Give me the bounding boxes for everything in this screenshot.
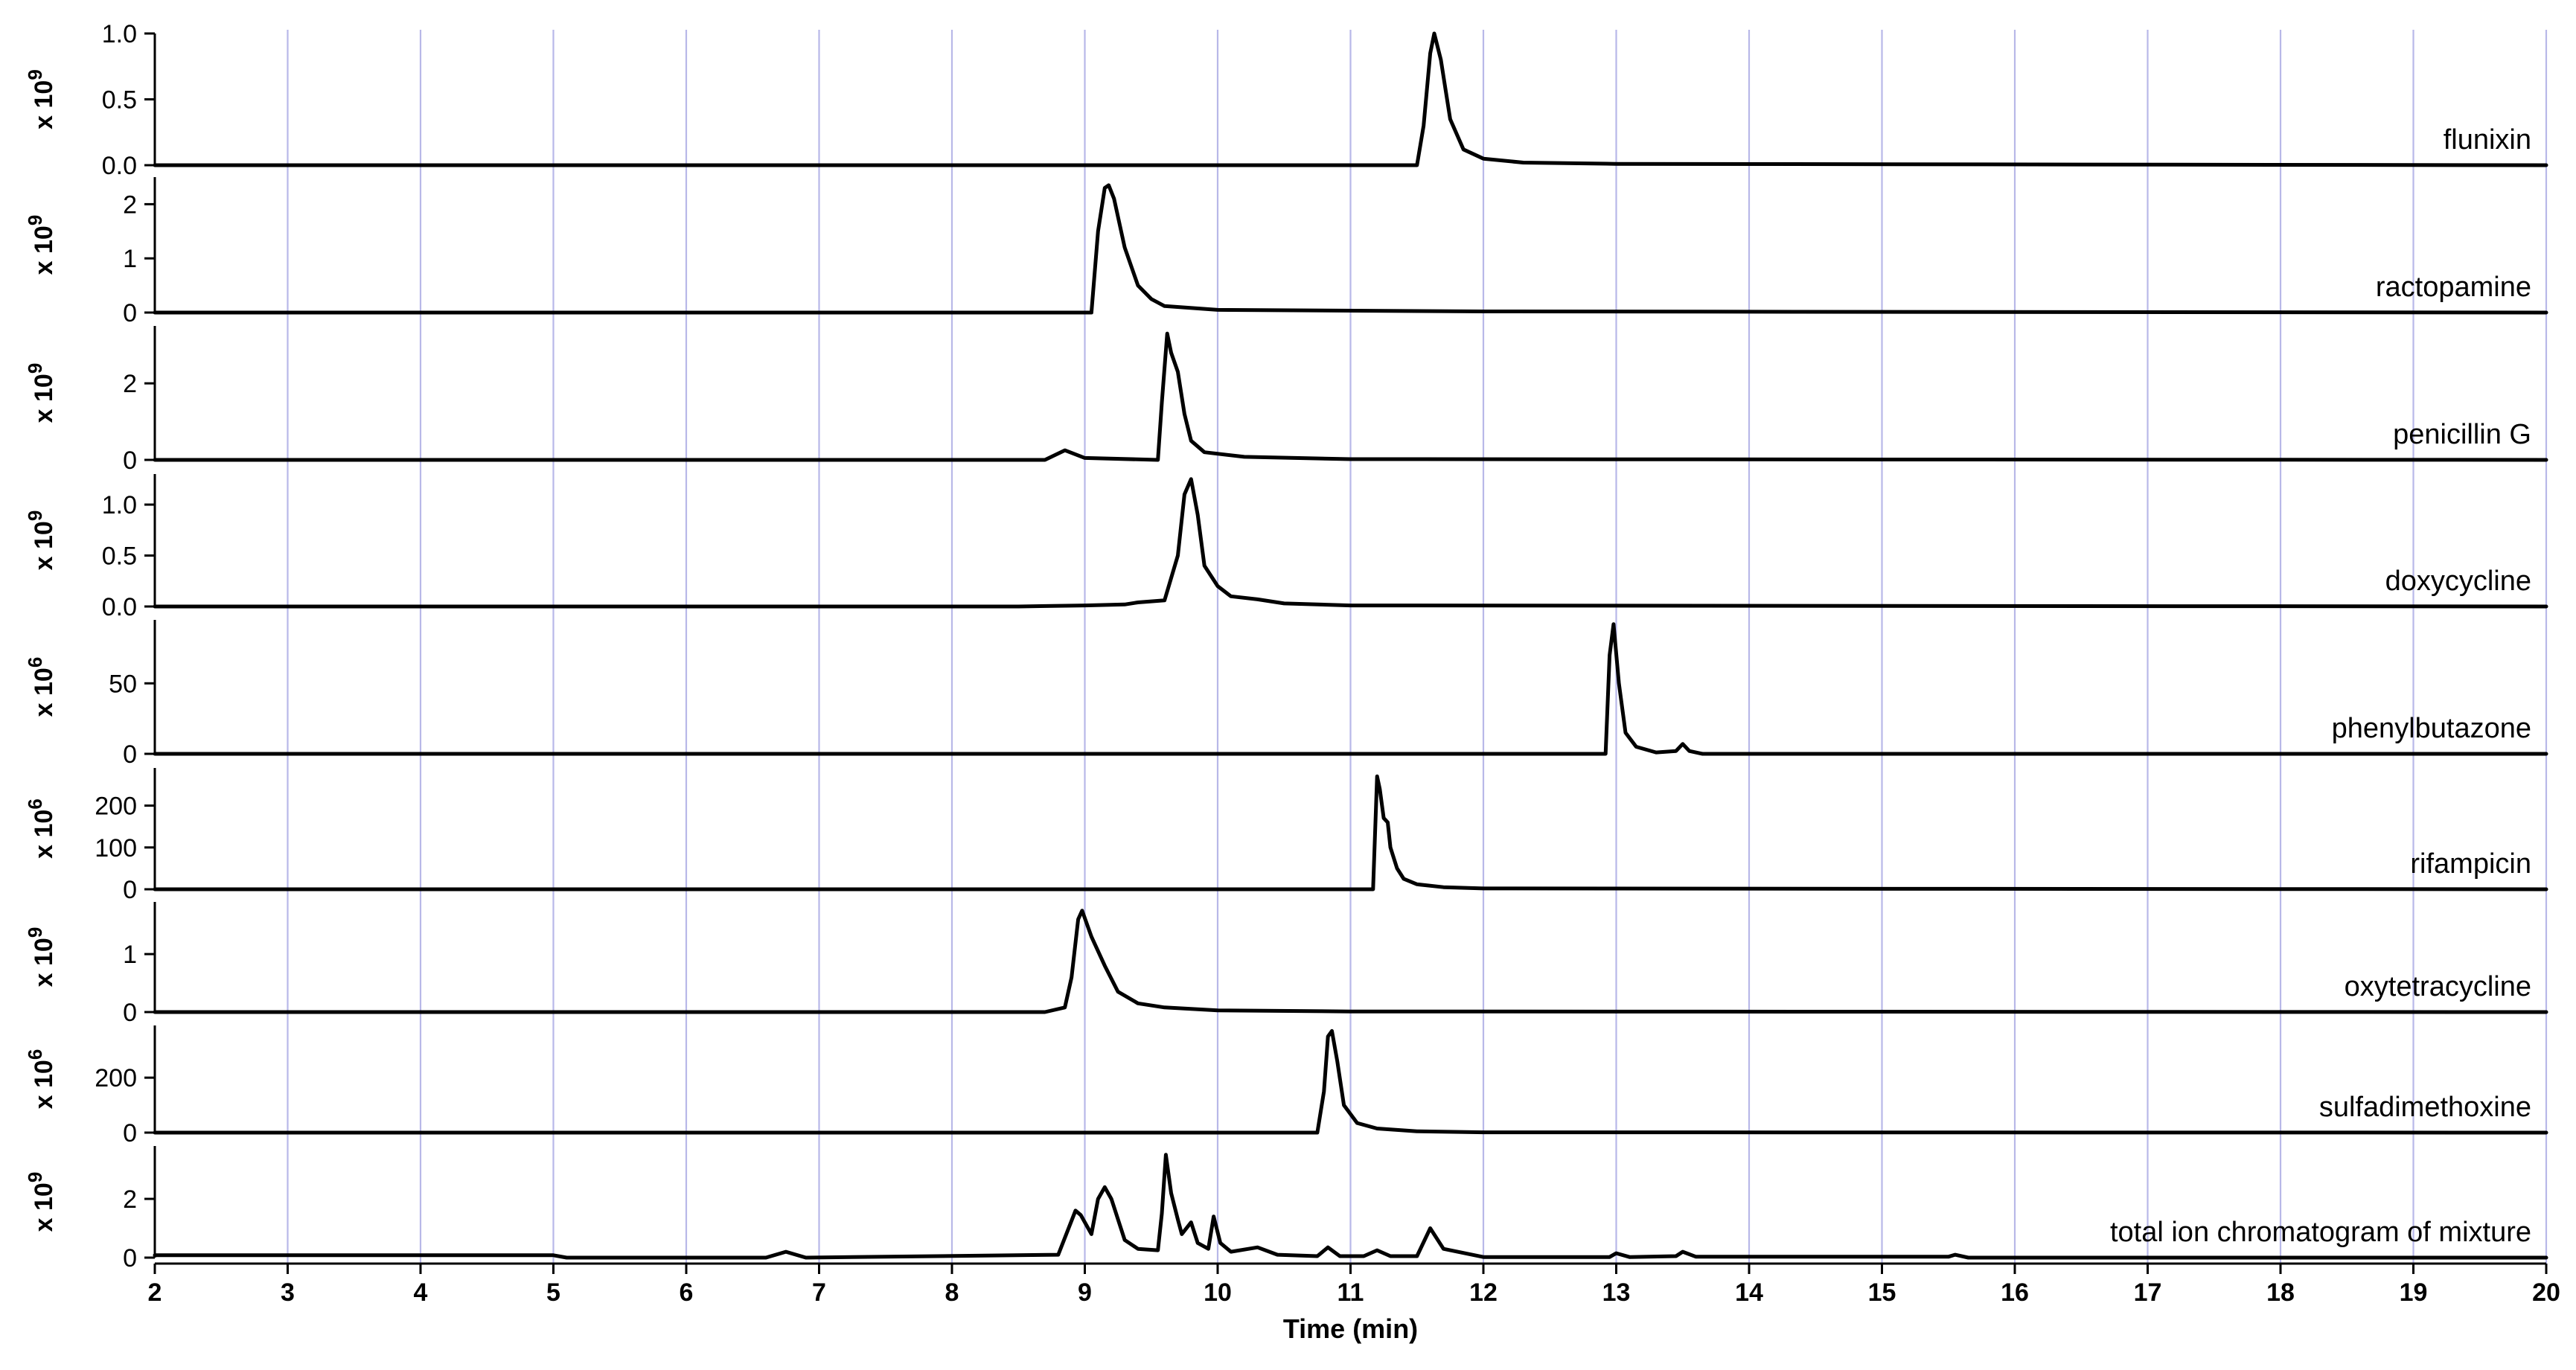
x-tick-label: 14: [1735, 1278, 1763, 1307]
y-tick-label: 1: [123, 245, 137, 273]
y-scale-exponent: 9: [24, 69, 46, 80]
y-tick-label: 50: [109, 670, 137, 698]
panel-penicillin-g: 2 0 x 109 penicillin G: [24, 326, 2548, 475]
y-tick-label: 0.0: [102, 593, 137, 621]
y-tick-label: 0: [123, 999, 137, 1027]
x-tick-label: 8: [945, 1278, 959, 1307]
panel-rifampicin: 200 100 0 x 106 rifampicin: [24, 768, 2548, 904]
y-tick-label: 1.0: [102, 491, 137, 519]
x-tick-label: 15: [1868, 1278, 1896, 1307]
y-scale-label: x 109: [24, 510, 58, 571]
y-scale-exponent: 9: [24, 510, 46, 521]
series-line: [153, 1028, 2548, 1135]
y-tick-label: 0: [123, 1119, 137, 1147]
y-scale-exponent: 6: [24, 657, 46, 668]
trace-label: phenylbutazone: [2332, 713, 2531, 744]
panel-phenylbutazone: 50 0 x 106 phenylbutazone: [24, 620, 2548, 769]
y-scale-label: x 109: [24, 69, 58, 129]
x-tick-label: 2: [148, 1278, 162, 1307]
y-scale-exponent: 9: [24, 363, 46, 374]
series-line: [153, 622, 2548, 756]
trace-label: doxycycline: [2385, 566, 2531, 597]
x-tick-label: 7: [812, 1278, 826, 1307]
y-scale-label: x 109: [24, 927, 58, 988]
series-line: [153, 331, 2548, 462]
y-tick-label: 200: [95, 1064, 137, 1092]
x-tick-label: 9: [1078, 1278, 1092, 1307]
x-tick-label: 5: [546, 1278, 560, 1307]
x-tick-label: 13: [1602, 1278, 1631, 1307]
y-tick-label: 0.0: [102, 152, 137, 180]
grid-lines: [287, 30, 2548, 1264]
x-tick-label: 3: [281, 1278, 295, 1307]
panel-doxycycline: 1.0 0.5 0.0 x 109 doxycycline: [24, 474, 2548, 621]
x-tick-label: 6: [680, 1278, 694, 1307]
x-tick-label: 4: [414, 1278, 428, 1307]
y-scale-label: x 106: [24, 657, 58, 717]
y-scale-exponent: 9: [24, 927, 46, 938]
panel-flunixin: 1.0 0.5 0.0 x 109 flunixin: [24, 20, 2548, 180]
series-line: [153, 774, 2548, 892]
y-scale-label: x 109: [24, 215, 58, 275]
trace-label: total ion chromatogram of mixture: [2110, 1217, 2531, 1248]
series-line: [153, 909, 2548, 1014]
x-tick-label: 16: [2001, 1278, 2029, 1307]
y-scale-label: x 106: [24, 1049, 58, 1110]
x-tick-label: 10: [1204, 1278, 1232, 1307]
x-axis: 2 3 4 5 6 7 8 9 10 11 12 13 14 15 16 17 18 19 20 Time (min): [148, 1262, 2560, 1344]
panels: 1.0 0.5 0.0 x 109 flunixin 2 1 0 x 109 ractopamin…: [24, 20, 2548, 1273]
x-axis-title: Time (min): [1283, 1313, 1418, 1344]
panel-oxytetracycline: 1 0 x 109 oxytetracycline: [24, 902, 2548, 1027]
x-tick-label: 19: [2400, 1278, 2428, 1307]
y-tick-label: 2: [123, 370, 137, 398]
series-line: [153, 183, 2548, 315]
series-line: [153, 1153, 2548, 1260]
y-tick-label: 0: [123, 876, 137, 904]
y-scale-exponent: 6: [24, 798, 46, 809]
series-line: [153, 477, 2548, 609]
y-tick-label: 0: [123, 299, 137, 327]
x-tick-label: 17: [2134, 1278, 2162, 1307]
panel-ractopamine: 2 1 0 x 109 ractopamine: [24, 177, 2548, 327]
y-scale-label: x 109: [24, 1172, 58, 1232]
y-tick-label: 200: [95, 793, 137, 821]
y-scale-exponent: 6: [24, 1049, 46, 1060]
trace-label: penicillin G: [2393, 419, 2531, 450]
y-tick-label: 2: [123, 1185, 137, 1214]
x-tick-label: 18: [2266, 1278, 2295, 1307]
trace-label: flunixin: [2444, 124, 2531, 156]
x-tick-label: 11: [1337, 1278, 1364, 1307]
y-tick-label: 0.5: [102, 86, 137, 115]
y-tick-label: 1.0: [102, 20, 137, 48]
trace-label: rifampicin: [2410, 848, 2531, 880]
y-scale-exponent: 9: [24, 1172, 46, 1182]
trace-label: ractopamine: [2376, 272, 2531, 303]
x-tick-label: 20: [2532, 1278, 2560, 1307]
y-tick-label: 2: [123, 191, 137, 219]
y-tick-label: 1: [123, 941, 137, 969]
x-tick-label: 12: [1469, 1278, 1498, 1307]
y-scale-label: x 109: [24, 363, 58, 423]
y-tick-label: 0: [123, 740, 137, 769]
y-tick-label: 0: [123, 1244, 137, 1273]
y-scale-label: x 106: [24, 798, 58, 859]
trace-label: sulfadimethoxine: [2319, 1092, 2531, 1123]
panel-sulfadimethoxine: 200 0 x 106 sulfadimethoxine: [24, 1025, 2548, 1147]
y-tick-label: 0.5: [102, 542, 137, 571]
y-tick-label: 0: [123, 446, 137, 475]
trace-label: oxytetracycline: [2345, 971, 2531, 1002]
series-line: [153, 31, 2548, 167]
panel-total-ion-chromatogram-of-mixture: 2 0 x 109 total ion chromatogram of mixture: [24, 1146, 2548, 1273]
y-tick-label: 100: [95, 834, 137, 862]
y-scale-exponent: 9: [24, 215, 46, 225]
